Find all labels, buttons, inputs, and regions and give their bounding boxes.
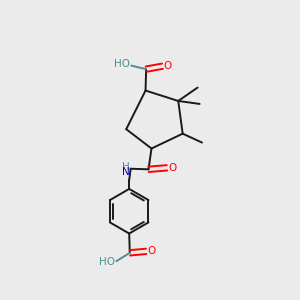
Text: O: O	[168, 163, 177, 173]
Text: HO: HO	[114, 59, 130, 69]
Text: N: N	[122, 167, 130, 177]
Text: O: O	[147, 246, 156, 256]
Text: HO: HO	[99, 257, 115, 267]
Text: H: H	[122, 162, 130, 172]
Text: O: O	[164, 61, 172, 71]
